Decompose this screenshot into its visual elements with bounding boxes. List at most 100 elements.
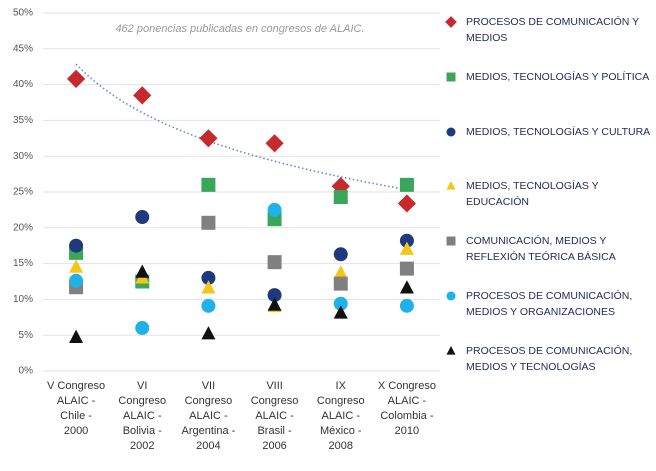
marker: [399, 241, 414, 255]
x-tick-line: VII: [202, 380, 215, 392]
marker: [267, 255, 282, 270]
marker: [135, 321, 150, 336]
x-tick-line: Colombia -: [380, 410, 434, 422]
x-tick-label: VII Congreso ALAIC - Argentina - 2004: [182, 380, 236, 452]
marker: [445, 16, 457, 28]
marker: [446, 127, 456, 137]
x-tick-line: 2010: [395, 425, 419, 437]
marker: [333, 305, 348, 319]
marker: [399, 298, 414, 313]
legend-label: PROCESOS DE COMUNICACIÓN, MEDIOS Y TECNO…: [466, 344, 633, 373]
x-tick-line: Argentina -: [182, 425, 236, 437]
y-tick-label: 15%: [13, 258, 33, 269]
x-tick-line: ALAIC -: [388, 395, 427, 407]
legend-marker: [446, 236, 456, 246]
x-tick-line: VI: [137, 380, 147, 392]
y-tick-label: 40%: [13, 79, 33, 90]
legend-marker: [446, 181, 456, 190]
x-tick-line: 2000: [64, 425, 88, 437]
marker: [199, 129, 218, 148]
marker: [135, 210, 150, 225]
marker: [201, 298, 216, 313]
legend-entry: COMUNICACIÓN, MEDIOS Y REFLEXIÓN TEÓRICA…: [444, 233, 654, 265]
marker: [333, 247, 348, 262]
x-tick-label: V Congreso ALAIC - Chile - 2000: [47, 380, 105, 437]
trend-line: [75, 63, 408, 191]
marker: [399, 261, 414, 276]
x-tick-line: Congreso: [185, 395, 233, 407]
marker: [399, 233, 414, 248]
x-tick-label: IX Congreso ALAIC - México - 2008: [317, 380, 365, 452]
x-tick-line: VIII: [266, 380, 283, 392]
marker: [69, 238, 84, 253]
marker: [69, 259, 84, 273]
legend-entry: MEDIOS, TECNOLOGÍAS Y POLÍTICA: [444, 69, 654, 85]
legend-label: MEDIOS, TECNOLOGÍAS Y EDUCACIÓN: [466, 180, 599, 209]
marker: [446, 291, 456, 301]
marker: [399, 280, 414, 294]
x-tick-label: VIII Congreso ALAIC - Brasil - 2006: [251, 380, 299, 452]
marker: [201, 326, 216, 340]
marker: [133, 86, 152, 105]
legend-marker: [446, 72, 456, 82]
legend-marker: [446, 127, 456, 137]
x-tick-line: 2004: [196, 440, 220, 452]
legend-marker: [446, 345, 456, 355]
marker: [201, 215, 216, 230]
legend-marker: [445, 16, 457, 28]
y-tick-label: 45%: [13, 43, 33, 54]
x-tick-line: Congreso: [251, 395, 299, 407]
y-tick-label: 30%: [13, 151, 33, 162]
marker: [333, 276, 348, 291]
legend-label: COMUNICACIÓN, MEDIOS Y REFLEXIÓN TEÓRICA…: [466, 235, 616, 264]
marker: [446, 72, 456, 82]
y-tick-label: 50%: [13, 8, 33, 19]
marker: [66, 69, 86, 88]
marker: [69, 273, 84, 288]
y-tick-label: 0%: [19, 366, 34, 377]
marker: [267, 288, 282, 303]
x-tick-label: X Congreso ALAIC - Colombia - 2010: [378, 380, 436, 437]
marker: [201, 177, 216, 192]
x-tick-line: ALAIC -: [123, 410, 162, 422]
y-tick-label: 20%: [13, 222, 33, 233]
x-tick-line: Bolivia -: [123, 425, 162, 437]
marker: [135, 264, 150, 278]
marker: [333, 265, 348, 279]
y-tick-label: 5%: [19, 330, 34, 341]
x-tick-line: V Congreso: [47, 380, 105, 392]
x-tick-line: 2002: [130, 440, 154, 452]
marker: [333, 296, 348, 311]
legend-entry: PROCESOS DE COMUNICACIÓN, MEDIOS Y TECNO…: [444, 343, 654, 375]
x-tick-line: ALAIC -: [189, 410, 228, 422]
x-tick-label: VI Congreso ALAIC - Bolivia - 2002: [118, 380, 166, 452]
x-tick-line: Congreso: [118, 395, 166, 407]
marker: [267, 202, 282, 217]
legend-label: MEDIOS, TECNOLOGÍAS Y CULTURA: [466, 125, 651, 138]
marker: [446, 345, 456, 355]
legend-label: MEDIOS, TECNOLOGÍAS Y POLÍTICA: [466, 70, 650, 83]
marker: [201, 280, 216, 294]
x-tick-line: México -: [320, 425, 362, 437]
legend-marker: [446, 291, 456, 301]
x-tick-line: Chile -: [60, 410, 92, 422]
marker: [201, 270, 216, 285]
legend-entry: PROCESOS DE COMUNICACIÓN Y MEDIOS: [444, 14, 654, 46]
marker: [446, 181, 456, 190]
y-tick-label: 10%: [13, 294, 33, 305]
x-tick-line: X Congreso: [378, 380, 436, 392]
x-tick-line: Brasil -: [257, 425, 292, 437]
legend-label: PROCESOS DE COMUNICACIÓN Y MEDIOS: [466, 16, 639, 44]
x-tick-line: IX: [336, 380, 347, 392]
x-tick-line: Congreso: [317, 395, 365, 407]
y-tick-label: 35%: [13, 115, 33, 126]
legend-label: PROCESOS DE COMUNICACIÓN, MEDIOS Y ORGAN…: [466, 290, 633, 318]
x-tick-line: ALAIC -: [57, 395, 96, 407]
x-tick-line: 2006: [262, 440, 286, 452]
x-tick-line: ALAIC -: [321, 410, 360, 422]
x-tick-line: ALAIC -: [255, 410, 294, 422]
legend-entry: MEDIOS, TECNOLOGÍAS Y EDUCACIÓN: [444, 178, 654, 210]
legend-entry: PROCESOS DE COMUNICACIÓN, MEDIOS Y ORGAN…: [444, 288, 654, 320]
